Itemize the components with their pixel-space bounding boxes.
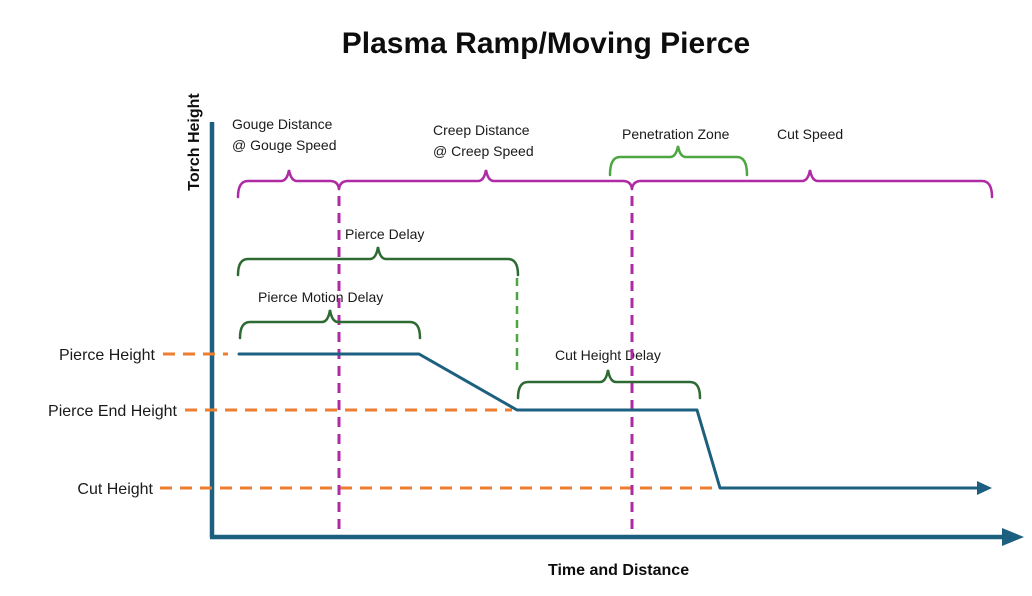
- delay-label-pierce-motion: Pierce Motion Delay: [258, 289, 384, 305]
- zone-label-creep: Creep Distance @ Creep Speed: [433, 120, 534, 162]
- x-axis-arrowhead: [1002, 528, 1024, 546]
- zone-label-creep-line1: Creep Distance: [433, 122, 530, 138]
- pierce-delay-brace: [236, 246, 520, 277]
- cut-speed-zone-brace: [630, 169, 994, 199]
- pierce-motion-delay-brace: [238, 309, 422, 340]
- x-axis-label: Time and Distance: [548, 562, 690, 579]
- torch-profile-arrowhead: [977, 481, 992, 495]
- level-label-pierce-height: Pierce Height: [58, 347, 155, 364]
- cut-height-delay-brace: [516, 369, 702, 400]
- zone-label-penetration: Penetration Zone: [622, 126, 730, 142]
- delay-label-pierce: Pierce Delay: [345, 226, 425, 242]
- level-label-pierce-end-height: Pierce End Height: [48, 403, 177, 420]
- zone-label-gouge: Gouge Distance @ Gouge Speed: [232, 114, 337, 156]
- penetration-zone-brace: [608, 145, 749, 177]
- gouge-zone-brace: [236, 169, 341, 199]
- creep-zone-brace: [337, 169, 634, 191]
- delay-label-cut-height: Cut Height Delay: [555, 347, 661, 363]
- chart-title: Plasma Ramp/Moving Pierce: [341, 27, 751, 60]
- zone-label-gouge-line1: Gouge Distance: [232, 116, 333, 132]
- zone-label-gouge-line2: @ Gouge Speed: [232, 137, 337, 153]
- torch-profile-line: [237, 352, 980, 490]
- zone-label-creep-line2: @ Creep Speed: [433, 143, 534, 159]
- zone-label-cut-speed: Cut Speed: [777, 126, 844, 142]
- level-label-cut-height: Cut Height: [77, 481, 153, 498]
